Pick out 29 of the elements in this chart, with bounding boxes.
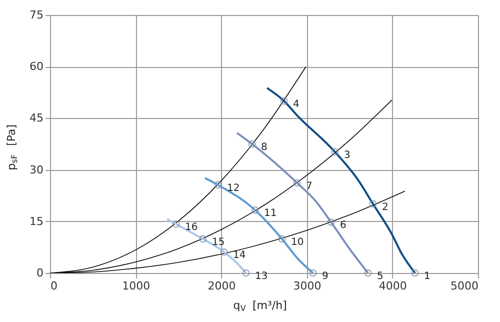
annotation: 14 xyxy=(233,250,246,262)
annotation: 7 xyxy=(306,180,312,192)
x-tick-label: 0 xyxy=(50,280,58,292)
annotation: 15 xyxy=(212,236,225,248)
x-tick-label: 3000 xyxy=(293,280,322,292)
annotation: 12 xyxy=(227,182,240,194)
y-tick-label: 0 xyxy=(36,266,44,280)
annotation: 4 xyxy=(293,99,300,110)
annotation: 11 xyxy=(264,208,277,220)
annotation: 9 xyxy=(322,271,328,282)
annotation: 6 xyxy=(340,220,346,232)
annotation: 8 xyxy=(261,142,268,153)
annotation: 13 xyxy=(255,271,268,282)
x-tick-label: 5000 xyxy=(450,280,478,292)
x-tick-label: 2000 xyxy=(208,280,236,292)
x-tick-label: 1000 xyxy=(122,280,150,292)
annotation: 10 xyxy=(290,236,304,248)
y-tick-label: 45 xyxy=(30,112,44,125)
annotation: 5 xyxy=(377,271,384,282)
y-axis-title: psF [Pa] xyxy=(5,124,19,170)
x-tick-label: 4000 xyxy=(378,280,407,292)
y-tick-label: 75 xyxy=(30,8,44,22)
annotation: 16 xyxy=(185,222,198,234)
annotation: 3 xyxy=(344,150,350,161)
y-tick-label: 30 xyxy=(30,163,44,176)
y-tick-label: 15 xyxy=(30,214,44,228)
annotation: 1 xyxy=(424,271,430,282)
annotation: 2 xyxy=(382,202,388,213)
y-tick-label: 60 xyxy=(30,60,44,74)
